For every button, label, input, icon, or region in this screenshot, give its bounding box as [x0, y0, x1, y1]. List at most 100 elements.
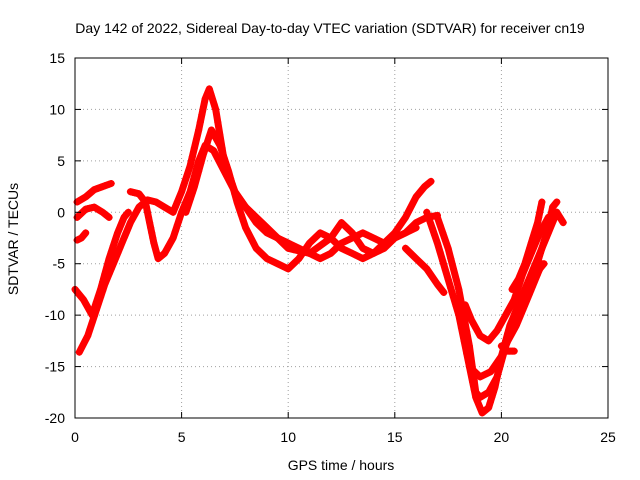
data-point: [112, 255, 120, 263]
data-point: [393, 225, 401, 233]
series-track-9: [401, 244, 448, 297]
x-tick-label: 20: [494, 429, 510, 445]
data-point: [518, 267, 526, 275]
data-point: [123, 210, 131, 218]
data-point: [84, 332, 92, 340]
data-point: [491, 377, 499, 385]
data-point: [440, 289, 448, 297]
series-line: [242, 203, 420, 257]
data-point: [425, 216, 433, 224]
data-point: [541, 234, 549, 242]
data-point: [258, 219, 266, 227]
data-point: [404, 208, 412, 216]
data-point: [184, 168, 192, 176]
data-point: [173, 221, 181, 229]
data-point: [327, 234, 335, 242]
data-point: [444, 275, 452, 283]
data-point: [104, 212, 112, 220]
data-point: [529, 234, 537, 242]
data-point: [497, 319, 505, 327]
data-point: [510, 311, 518, 319]
data-point: [516, 271, 524, 279]
data-point: [548, 208, 556, 216]
data-point: [279, 239, 287, 247]
data-point: [412, 224, 420, 232]
data-point: [552, 199, 560, 207]
data-point: [252, 213, 260, 221]
y-tick-label: -20: [45, 410, 65, 426]
series-track-3: [73, 179, 115, 206]
data-point: [544, 224, 552, 232]
data-point: [99, 278, 107, 286]
data-point: [165, 242, 173, 250]
data-point: [239, 217, 247, 225]
data-point: [88, 311, 96, 319]
series-track-5: [73, 229, 90, 244]
data-point: [545, 219, 553, 227]
data-point: [495, 365, 503, 373]
data-point: [244, 229, 252, 237]
data-point: [330, 230, 338, 238]
data-point: [188, 153, 196, 161]
data-point: [186, 195, 194, 203]
data-point: [526, 244, 534, 252]
data-point: [199, 103, 207, 111]
ticks: 0 5 10 15 20 25 -20 -15 -10 -5 0 5 10 15: [45, 50, 616, 445]
data-point: [169, 234, 177, 242]
data-point: [171, 228, 179, 236]
data-point: [182, 208, 190, 216]
data-point: [425, 179, 433, 187]
data-point: [84, 303, 92, 311]
data-point: [218, 148, 226, 156]
data-point: [147, 224, 155, 232]
data-point: [97, 285, 105, 293]
data-point: [536, 249, 544, 257]
data-point: [525, 280, 533, 288]
data-point: [356, 240, 364, 248]
data-point: [180, 181, 188, 189]
data-point: [485, 404, 493, 412]
data-point: [92, 298, 100, 306]
data-point: [112, 235, 120, 243]
data-point: [82, 300, 90, 308]
data-point: [460, 314, 468, 322]
data-point: [175, 193, 183, 201]
x-tick-label: 10: [280, 429, 296, 445]
data-point: [522, 298, 530, 306]
data-point: [118, 217, 126, 225]
data-point: [332, 226, 340, 234]
data-point: [115, 225, 123, 233]
data-point: [86, 325, 94, 333]
series-track-14: [519, 198, 561, 299]
data-point: [105, 213, 113, 221]
data-point: [133, 207, 141, 215]
data-point: [495, 323, 503, 331]
data-point: [210, 130, 218, 138]
data-point: [274, 234, 282, 242]
data-point: [124, 208, 132, 216]
data-point: [516, 314, 524, 322]
data-point: [188, 189, 196, 197]
data-point: [489, 364, 497, 372]
data-point: [184, 202, 192, 210]
data-point: [107, 179, 115, 187]
data-point: [428, 273, 436, 281]
data-point: [295, 247, 303, 255]
data-point: [171, 203, 179, 211]
data-point: [497, 352, 505, 360]
data-point: [444, 244, 452, 252]
data-point: [94, 292, 102, 300]
data-point: [107, 248, 115, 256]
data-point: [311, 246, 319, 254]
data-point: [483, 405, 491, 413]
data-point: [199, 152, 207, 160]
data-point: [423, 265, 431, 273]
data-point: [470, 377, 478, 385]
data-point: [247, 234, 255, 242]
data-point: [436, 221, 444, 229]
data-point: [80, 296, 88, 304]
data-point: [351, 233, 359, 241]
data-point: [399, 217, 407, 225]
data-point: [396, 221, 404, 229]
data-point: [514, 301, 522, 309]
